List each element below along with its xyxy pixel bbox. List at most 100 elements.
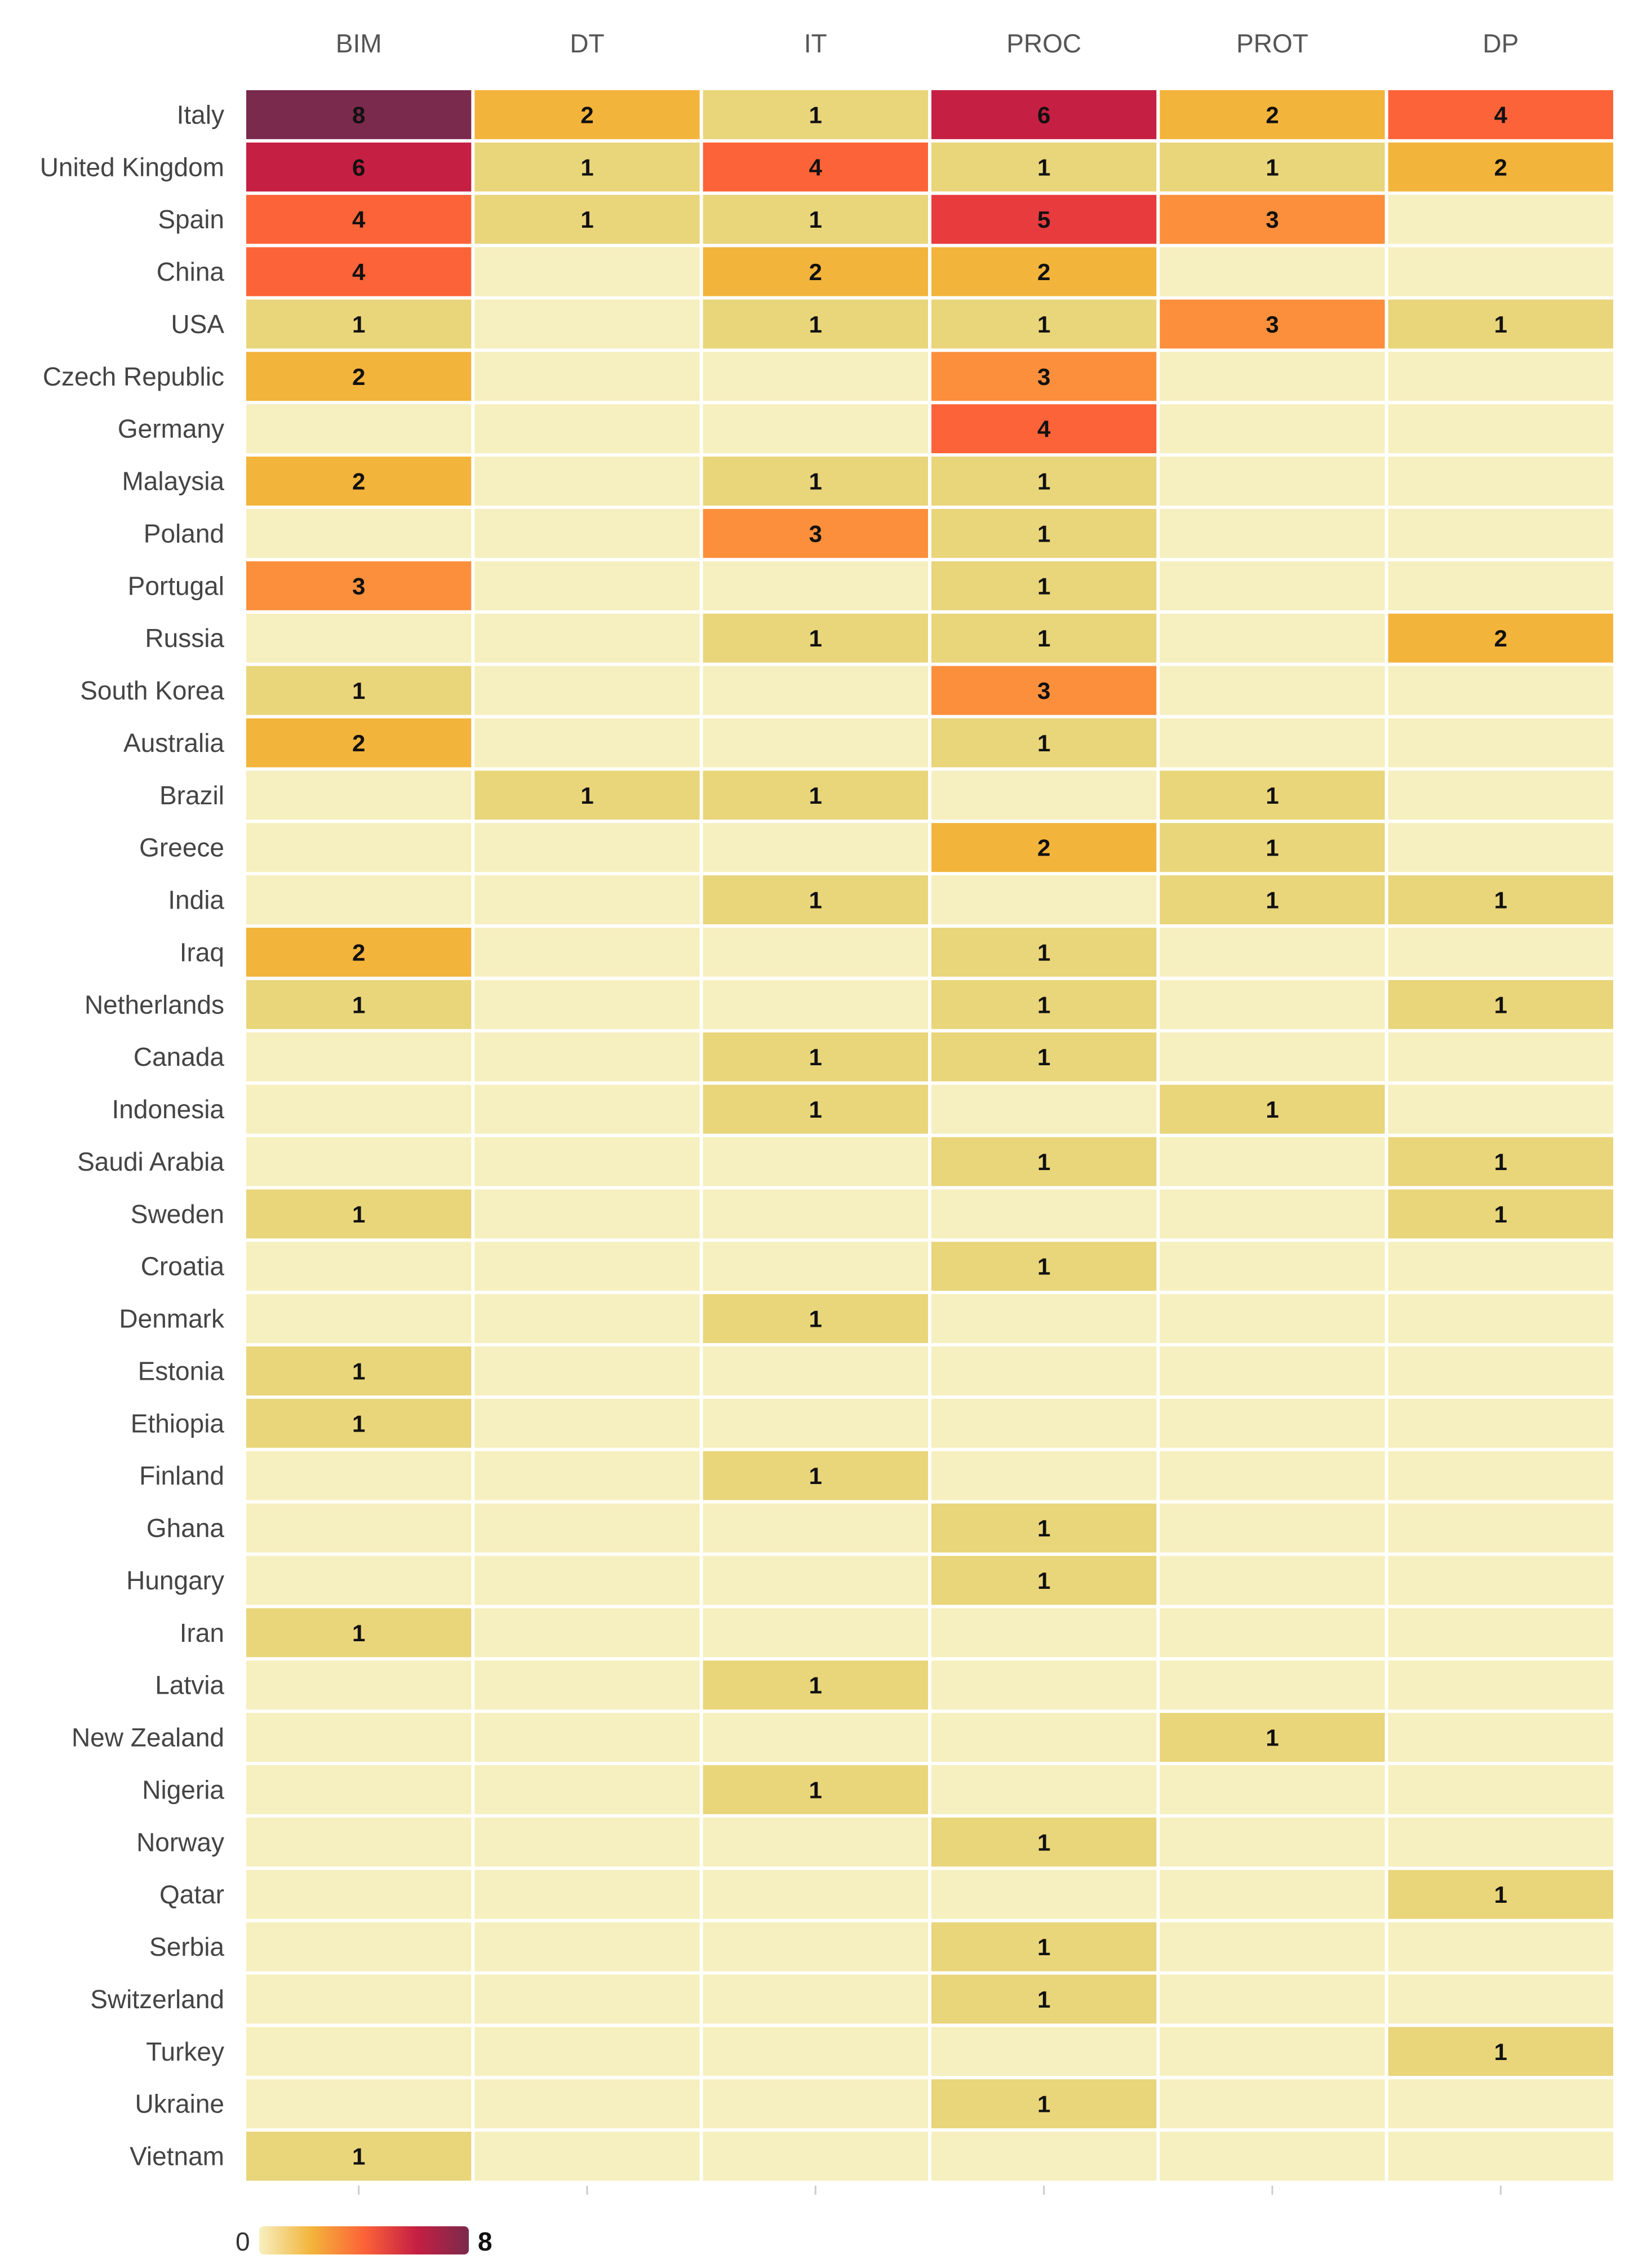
cell-value-label: 1 xyxy=(1037,1044,1050,1070)
heatmap-cell xyxy=(703,1870,928,1919)
heatmap-cell xyxy=(703,90,928,139)
column-label: DT xyxy=(570,29,604,58)
heatmap-cell xyxy=(474,1660,700,1710)
heatmap-cell xyxy=(1388,1189,1613,1239)
heatmap-cell xyxy=(1388,2027,1613,2076)
heatmap-cell xyxy=(931,1137,1157,1186)
cell-value-label: 6 xyxy=(1037,101,1050,128)
cell-value-label: 4 xyxy=(1494,101,1508,128)
heatmap-cell xyxy=(474,299,700,349)
heatmap-cell xyxy=(1160,404,1385,454)
heatmap-cell xyxy=(246,1713,472,1762)
cell-value-label: 6 xyxy=(352,154,365,180)
row-label: Malaysia xyxy=(122,467,224,496)
heatmap-cell xyxy=(703,299,928,349)
cell-value-label: 1 xyxy=(352,311,365,338)
heatmap-cell xyxy=(703,1294,928,1343)
heatmap-cell xyxy=(703,1556,928,1605)
heatmap-cell xyxy=(1388,1870,1613,1919)
heatmap-cell xyxy=(1388,1922,1613,1972)
heatmap-cell xyxy=(474,90,700,139)
heatmap-cell xyxy=(1388,457,1613,506)
cell-value-label: 3 xyxy=(352,573,365,599)
heatmap-cell xyxy=(931,1242,1157,1291)
heatmap-cell xyxy=(474,1817,700,1867)
row-label: Hungary xyxy=(126,1566,224,1595)
column-label: PROC xyxy=(1006,29,1081,58)
heatmap-cell xyxy=(1388,561,1613,610)
cell-value-label: 1 xyxy=(1494,1881,1507,1908)
cell-value-label: 1 xyxy=(1037,154,1050,180)
heatmap-cell xyxy=(474,509,700,558)
heatmap-cell xyxy=(931,2132,1157,2181)
heatmap-cell xyxy=(246,509,472,558)
cell-value-label: 4 xyxy=(352,259,366,285)
cell-value-label: 3 xyxy=(1266,311,1278,338)
cell-value-label: 1 xyxy=(809,1463,822,1489)
heatmap-cell xyxy=(1160,1503,1385,1553)
cell-value-label: 3 xyxy=(809,520,822,547)
heatmap-cell xyxy=(246,561,472,610)
row-label: Norway xyxy=(136,1827,224,1857)
heatmap-cell xyxy=(703,823,928,872)
heatmap-cell xyxy=(474,247,700,296)
row-label: Spain xyxy=(158,205,224,234)
row-label: New Zealand xyxy=(72,1723,224,1752)
cell-value-label: 1 xyxy=(809,1672,822,1699)
heatmap-cell xyxy=(1160,823,1385,872)
cell-value-label: 1 xyxy=(1037,730,1050,756)
row-label: United Kingdom xyxy=(40,152,224,181)
row-label: Estonia xyxy=(138,1356,225,1385)
heatmap-cell xyxy=(931,1713,1157,1762)
heatmap-cell xyxy=(703,1974,928,2024)
heatmap-cell xyxy=(1388,1137,1613,1186)
heatmap-cell xyxy=(246,1556,472,1605)
heatmap-cell xyxy=(246,1608,472,1658)
heatmap-cell xyxy=(246,299,472,349)
heatmap-cell xyxy=(931,1765,1157,1814)
cell-value-label: 1 xyxy=(809,1096,822,1123)
cell-value-label: 1 xyxy=(1494,1149,1507,1175)
heatmap-cell xyxy=(703,613,928,663)
heatmap-cell xyxy=(474,613,700,663)
heatmap-cell xyxy=(1160,613,1385,663)
heatmap-cell xyxy=(931,980,1157,1029)
cell-value-label: 2 xyxy=(1494,154,1507,180)
cell-value-label: 4 xyxy=(352,206,366,233)
heatmap-cell xyxy=(931,718,1157,768)
heatmap-cell xyxy=(246,404,472,454)
cell-value-label: 1 xyxy=(1037,939,1050,965)
row-label: China xyxy=(157,257,225,286)
heatmap-cell xyxy=(474,1189,700,1239)
heatmap-cell xyxy=(1160,1137,1385,1186)
heatmap-cell xyxy=(703,194,928,244)
heatmap-cell xyxy=(1388,509,1613,558)
cell-value-label: 1 xyxy=(1037,2091,1050,2118)
heatmap-cell xyxy=(474,561,700,610)
heatmap-cell xyxy=(1160,1974,1385,2024)
legend-max-label: 8 xyxy=(478,2227,492,2256)
row-label: Serbia xyxy=(149,1932,224,1961)
heatmap-cell xyxy=(703,1713,928,1762)
heatmap-cell xyxy=(474,823,700,872)
heatmap-cell xyxy=(931,1660,1157,1710)
cell-value-label: 1 xyxy=(809,101,822,128)
heatmap-cell xyxy=(703,1032,928,1082)
cell-value-label: 2 xyxy=(1494,625,1507,652)
cell-value-label: 8 xyxy=(352,101,365,128)
heatmap-cell xyxy=(246,2027,472,2076)
heatmap-cell xyxy=(1388,1503,1613,1553)
heatmap-cell xyxy=(1160,980,1385,1029)
row-label: Indonesia xyxy=(112,1095,225,1124)
heatmap-cell xyxy=(246,875,472,924)
heatmap-cell xyxy=(931,928,1157,977)
heatmap-cell xyxy=(703,1189,928,1239)
cell-value-label: 1 xyxy=(1037,1934,1050,1960)
heatmap-cell xyxy=(474,1608,700,1658)
heatmap-cell xyxy=(474,142,700,192)
heatmap-cell xyxy=(931,1608,1157,1658)
cell-value-label: 1 xyxy=(1494,887,1507,914)
heatmap-cell xyxy=(1388,770,1613,820)
cell-value-label: 1 xyxy=(580,782,593,809)
cell-value-label: 1 xyxy=(580,154,593,180)
